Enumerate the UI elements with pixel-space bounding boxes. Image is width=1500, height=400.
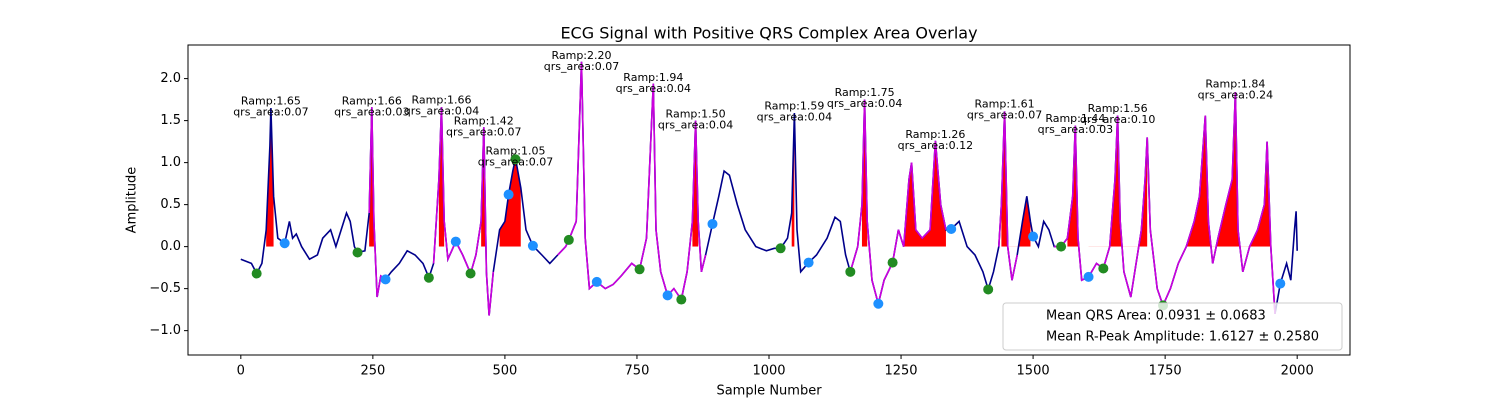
annotation-amplitude: Ramp:2.20 bbox=[551, 49, 611, 62]
annotation-area: qrs_area:0.04 bbox=[827, 97, 902, 110]
qrs-area bbox=[438, 107, 445, 247]
highlight-line bbox=[849, 99, 947, 305]
offset-marker bbox=[503, 189, 514, 200]
onset-marker bbox=[676, 294, 687, 305]
annotation-amplitude: Ramp:1.66 bbox=[342, 94, 402, 107]
x-tick-label: 2000 bbox=[1281, 364, 1314, 379]
y-tick-label: 1.0 bbox=[160, 155, 181, 170]
y-tick-label: 1.5 bbox=[160, 113, 181, 128]
onset-marker bbox=[251, 268, 262, 279]
annotation-area: qrs_area:0.07 bbox=[544, 60, 619, 73]
offset-marker bbox=[662, 290, 673, 301]
highlight-line bbox=[557, 61, 707, 302]
annotation-amplitude: Ramp:1.56 bbox=[1088, 102, 1148, 115]
onset-marker bbox=[510, 154, 521, 165]
annotation-area: qrs_area:0.10 bbox=[1080, 113, 1155, 126]
offset-marker bbox=[380, 274, 391, 285]
annotation-amplitude: Ramp:1.75 bbox=[835, 86, 895, 99]
y-tick-label: 2.0 bbox=[160, 71, 181, 86]
offset-marker bbox=[1275, 278, 1286, 289]
onset-marker bbox=[1056, 241, 1067, 252]
summary-text: Mean R-Peak Amplitude: 1.6127 ± 0.2580 bbox=[1046, 330, 1319, 345]
annotation-amplitude: Ramp:1.66 bbox=[412, 93, 472, 106]
annotation-area: qrs_area:0.03 bbox=[334, 105, 409, 118]
offset-marker bbox=[873, 298, 884, 309]
chart-title: ECG Signal with Positive QRS Complex Are… bbox=[560, 24, 977, 43]
annotation-area: qrs_area:0.04 bbox=[658, 119, 733, 132]
x-tick-label: 750 bbox=[625, 364, 650, 379]
annotation-amplitude: Ramp:1.50 bbox=[666, 108, 726, 121]
annotation-area: qrs_area:0.12 bbox=[898, 139, 973, 152]
annotation-amplitude: Ramp:1.94 bbox=[623, 71, 683, 84]
offset-marker bbox=[1028, 231, 1039, 242]
offset-marker bbox=[946, 223, 957, 234]
annotation-area: qrs_area:0.07 bbox=[967, 109, 1042, 122]
x-tick-label: 500 bbox=[492, 364, 517, 379]
onset-marker bbox=[465, 268, 476, 279]
qrs-area bbox=[861, 99, 868, 247]
annotation-amplitude: Ramp:1.61 bbox=[975, 98, 1035, 111]
annotation-area: qrs_area:0.04 bbox=[404, 104, 479, 117]
onset-marker bbox=[887, 257, 898, 268]
annotation-amplitude: Ramp:1.65 bbox=[241, 94, 301, 107]
x-tick-label: 1750 bbox=[1149, 364, 1182, 379]
offset-marker bbox=[803, 257, 814, 268]
qrs-area bbox=[1088, 115, 1148, 247]
y-tick-label: −1.0 bbox=[149, 323, 181, 338]
qrs-area bbox=[903, 140, 946, 247]
annotation-amplitude: Ramp:1.44 bbox=[1045, 112, 1105, 125]
onset-marker bbox=[845, 266, 856, 277]
onset-marker bbox=[1098, 263, 1109, 274]
onset-marker bbox=[775, 243, 786, 254]
onset-marker bbox=[983, 284, 994, 295]
annotation-area: qrs_area:0.07 bbox=[446, 125, 521, 138]
onset-marker bbox=[352, 247, 363, 258]
x-tick-label: 1500 bbox=[1017, 364, 1050, 379]
y-tick-label: −0.5 bbox=[149, 281, 181, 296]
annotation-area: qrs_area:0.24 bbox=[1198, 88, 1273, 101]
onset-marker bbox=[634, 264, 645, 275]
offset-marker bbox=[707, 218, 718, 229]
summary-box bbox=[1002, 302, 1343, 351]
x-tick-label: 1250 bbox=[884, 364, 917, 379]
annotation-amplitude: Ramp:1.42 bbox=[454, 114, 514, 127]
annotation-amplitude: Ramp:1.05 bbox=[485, 145, 545, 158]
highlight-line bbox=[432, 107, 495, 316]
annotation-amplitude: Ramp:1.59 bbox=[764, 99, 824, 112]
annotation-area: qrs_area:0.04 bbox=[616, 82, 691, 95]
x-tick-label: 0 bbox=[237, 364, 245, 379]
qrs-area bbox=[369, 107, 374, 247]
offset-marker bbox=[591, 276, 602, 287]
annotation-amplitude: Ramp:1.26 bbox=[905, 128, 965, 141]
x-tick-label: 250 bbox=[360, 364, 385, 379]
onset-marker bbox=[423, 272, 434, 283]
annotation-amplitude: Ramp:1.84 bbox=[1205, 77, 1265, 90]
plot-area: Ramp:1.65qrs_area:0.07Ramp:1.66qrs_area:… bbox=[233, 49, 1298, 316]
annotation-area: qrs_area:0.03 bbox=[1038, 123, 1113, 136]
summary-text: Mean QRS Area: 0.0931 ± 0.0683 bbox=[1046, 309, 1266, 324]
offset-marker bbox=[450, 236, 461, 247]
x-axis-label: Sample Number bbox=[716, 384, 822, 399]
offset-marker bbox=[1083, 271, 1094, 282]
annotation-area: qrs_area:0.07 bbox=[478, 156, 553, 169]
qrs-area bbox=[499, 158, 521, 247]
annotation-area: qrs_area:0.07 bbox=[233, 105, 308, 118]
annotation-area: qrs_area:0.04 bbox=[757, 110, 832, 123]
qrs-area bbox=[692, 120, 699, 247]
offset-marker bbox=[279, 238, 290, 249]
qrs-area bbox=[1186, 92, 1271, 247]
offset-marker bbox=[527, 240, 538, 251]
onset-marker bbox=[563, 234, 574, 245]
y-tick-label: 0.0 bbox=[160, 239, 181, 254]
y-tick-label: 0.5 bbox=[160, 197, 181, 212]
highlight-line bbox=[998, 111, 1018, 281]
y-axis-label: Amplitude bbox=[125, 167, 140, 234]
x-tick-label: 1000 bbox=[752, 364, 785, 379]
